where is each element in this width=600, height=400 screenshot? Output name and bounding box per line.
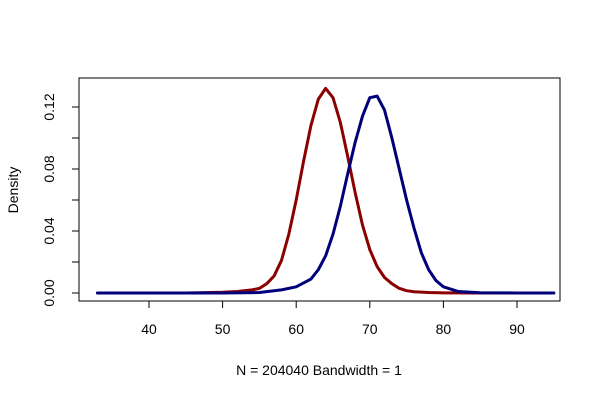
x-axis-title: N = 204040 Bandwidth = 1 — [236, 362, 402, 378]
x-axis: 40 50 60 70 80 90 — [141, 301, 525, 337]
x-tick-label: 70 — [362, 321, 378, 337]
y-tick-label: 0.08 — [41, 155, 57, 182]
y-tick-label: 0.00 — [41, 279, 57, 306]
x-tick-label: 40 — [141, 321, 157, 337]
y-tick-label: 0.12 — [41, 93, 57, 120]
density-curve-2 — [95, 94, 556, 295]
x-tick-label: 60 — [288, 321, 304, 337]
y-axis-label: Density — [5, 167, 21, 214]
x-tick-label: 50 — [215, 321, 231, 337]
plot-frame — [78, 77, 561, 302]
y-tick-label: 0.04 — [41, 217, 57, 244]
x-tick-label: 90 — [509, 321, 525, 337]
density-curve-1 — [95, 86, 556, 295]
x-tick-label: 80 — [436, 321, 452, 337]
series-layer — [95, 86, 556, 295]
y-axis: 0.00 0.04 0.08 0.12 — [41, 93, 79, 307]
